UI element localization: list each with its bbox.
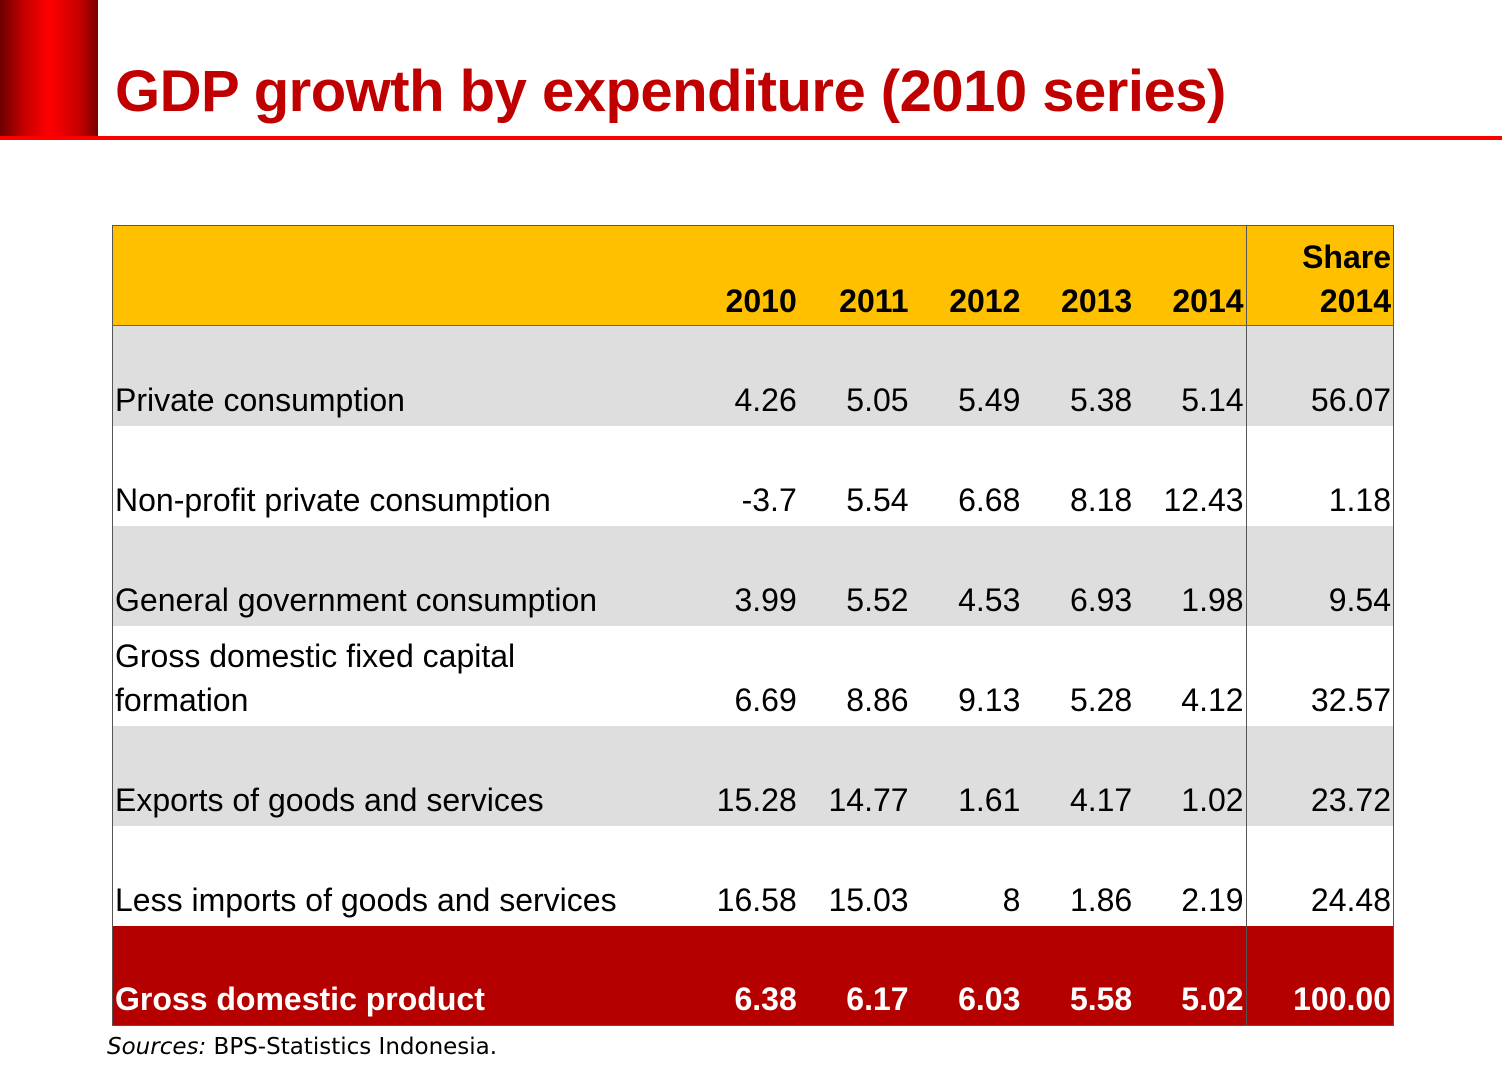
cell-2014: 5.14 bbox=[1181, 381, 1244, 418]
cell-2012: 6.03 bbox=[958, 981, 1021, 1017]
cell-2014: 2.19 bbox=[1181, 881, 1244, 918]
cell-2014: 4.12 bbox=[1181, 681, 1244, 718]
cell-share: 56.07 bbox=[1245, 325, 1394, 426]
cell-2013: 8.18 bbox=[1069, 481, 1133, 518]
cell-2011: 8.86 bbox=[846, 681, 909, 718]
cell-2011: 5.05 bbox=[846, 381, 909, 418]
table-row-non-profit-consumption: Non-profit private consumption -3.7 5.54… bbox=[113, 425, 1394, 526]
source-prefix: Sources: bbox=[107, 1034, 207, 1060]
source-note: Sources: BPS-Statistics Indonesia. bbox=[107, 1034, 497, 1060]
cell-2013: 5.28 bbox=[1069, 681, 1133, 718]
cell-share: 100.00 bbox=[1245, 925, 1394, 1026]
cell-2012: 1.61 bbox=[958, 781, 1021, 818]
cell-share: 24.48 bbox=[1245, 825, 1394, 926]
cell-2013: 5.38 bbox=[1069, 381, 1133, 418]
header-share-2014: Share 2014 bbox=[1245, 225, 1394, 326]
cell-2014: 1.98 bbox=[1181, 581, 1244, 618]
header-2010: 2010 bbox=[686, 225, 799, 326]
table-header-row: 2010 2011 2012 2013 2014 Share 2014 bbox=[112, 225, 1394, 326]
header-2012: 2012 bbox=[910, 225, 1023, 326]
cell-2010: 6.69 bbox=[734, 681, 797, 718]
cell-2010: 16.58 bbox=[716, 881, 797, 918]
row-label-line1: Gross domestic fixed capital bbox=[115, 637, 516, 674]
table-row-gdp-total: Gross domestic product 6.38 6.17 6.03 5.… bbox=[112, 925, 1394, 1026]
cell-share: 1.18 bbox=[1245, 425, 1394, 526]
header-2013: 2013 bbox=[1022, 225, 1135, 326]
table-row-private-consumption: Private consumption 4.26 5.05 5.49 5.38 … bbox=[112, 325, 1394, 426]
row-label: Non-profit private consumption bbox=[115, 481, 551, 518]
row-label: Private consumption bbox=[115, 381, 405, 418]
source-text: BPS-Statistics Indonesia. bbox=[206, 1034, 498, 1060]
row-label: Gross domestic fixed capital formation bbox=[113, 626, 687, 726]
decorative-side-bar bbox=[0, 0, 98, 137]
header-2014: 2014 bbox=[1134, 225, 1247, 326]
table-row-government-consumption: General government consumption 3.99 5.52… bbox=[112, 525, 1394, 626]
cell-2013: 1.86 bbox=[1069, 881, 1133, 918]
cell-2010: 6.38 bbox=[734, 981, 797, 1017]
cell-2011: 14.77 bbox=[828, 781, 909, 818]
cell-2012: 5.49 bbox=[958, 381, 1021, 418]
cell-2013: 6.93 bbox=[1069, 581, 1133, 618]
cell-share: 9.54 bbox=[1245, 525, 1394, 626]
cell-2011: 5.54 bbox=[846, 481, 909, 518]
cell-2014: 5.02 bbox=[1181, 981, 1244, 1017]
cell-2012: 9.13 bbox=[958, 681, 1021, 718]
cell-2012: 8 bbox=[1002, 881, 1021, 918]
cell-share: 23.72 bbox=[1245, 725, 1394, 826]
row-label: Less imports of goods and services bbox=[115, 881, 617, 918]
cell-2013: 4.17 bbox=[1069, 781, 1133, 818]
cell-2014: 1.02 bbox=[1181, 781, 1244, 818]
cell-2011: 15.03 bbox=[828, 881, 909, 918]
row-label: General government consumption bbox=[115, 581, 598, 618]
row-label: Exports of goods and services bbox=[115, 781, 544, 818]
cell-2013: 5.58 bbox=[1069, 981, 1133, 1017]
table-row-exports: Exports of goods and services 15.28 14.7… bbox=[112, 725, 1394, 826]
cell-2010: 15.28 bbox=[716, 781, 797, 818]
table-row-imports: Less imports of goods and services 16.58… bbox=[113, 825, 1394, 926]
cell-2010: -3.7 bbox=[741, 481, 797, 518]
gdp-growth-table: 2010 2011 2012 2013 2014 Share 2014 Priv… bbox=[112, 225, 1394, 1026]
cell-2011: 6.17 bbox=[846, 981, 909, 1017]
cell-2010: 4.26 bbox=[734, 381, 797, 418]
header-label bbox=[112, 225, 687, 326]
cell-share: 32.57 bbox=[1245, 625, 1394, 726]
page-title: GDP growth by expenditure (2010 series) bbox=[115, 59, 1226, 124]
cell-2010: 3.99 bbox=[734, 581, 797, 618]
cell-2014: 12.43 bbox=[1163, 481, 1244, 518]
cell-2011: 5.52 bbox=[846, 581, 909, 618]
header-2011: 2011 bbox=[798, 225, 911, 326]
header-share-line2: 2014 bbox=[1319, 283, 1391, 319]
cell-2012: 6.68 bbox=[958, 481, 1021, 518]
row-label-line2: formation bbox=[115, 681, 249, 718]
title-underline bbox=[0, 136, 1502, 140]
row-label: Gross domestic product bbox=[115, 981, 485, 1017]
table-row-fixed-capital-formation: Gross domestic fixed capital formation 6… bbox=[113, 625, 1394, 726]
header-share-line1: Share bbox=[1302, 239, 1391, 275]
cell-2012: 4.53 bbox=[958, 581, 1021, 618]
